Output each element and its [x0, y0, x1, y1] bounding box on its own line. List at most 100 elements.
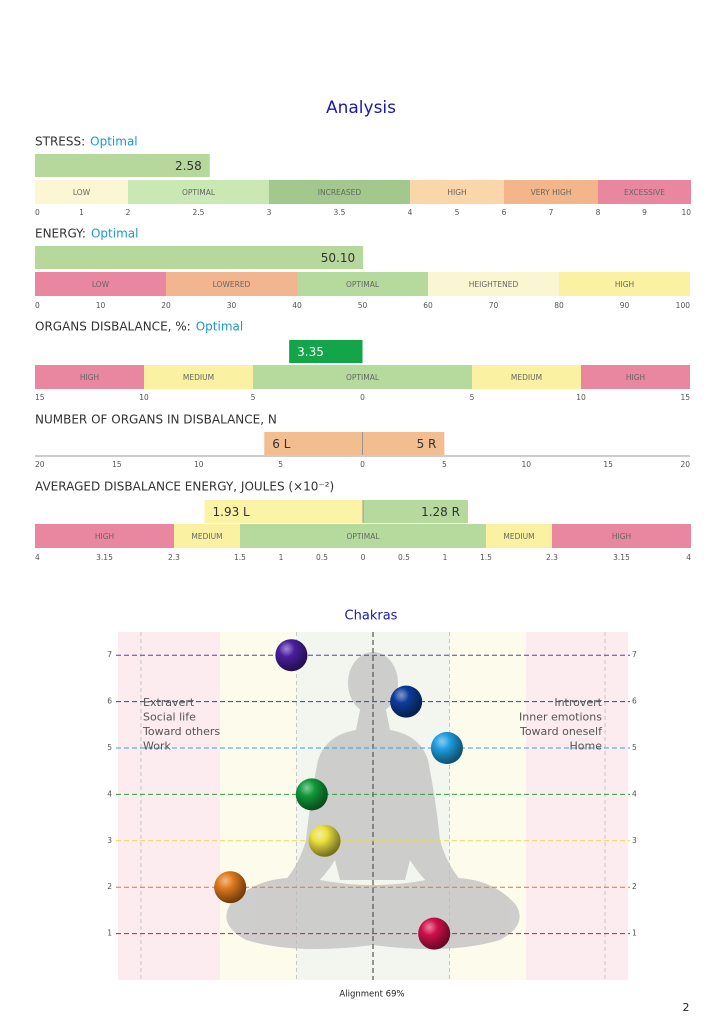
- page-number: 2: [683, 1001, 690, 1014]
- zone: [144, 365, 253, 389]
- tick-label: 5: [455, 208, 460, 217]
- section-status: Optimal: [91, 227, 138, 241]
- y-tick-label-right: 3: [632, 836, 637, 845]
- zone: [35, 180, 128, 204]
- zone: [559, 272, 690, 296]
- tick-label: 0: [35, 208, 40, 217]
- tick-label: 15: [35, 393, 45, 402]
- zone: [174, 524, 240, 548]
- tick-label: 5: [470, 393, 475, 402]
- tick-label: 3.5: [334, 208, 346, 217]
- tick-label: 2.3: [168, 553, 180, 562]
- zone: [486, 524, 552, 548]
- tick-label: 4: [686, 553, 691, 562]
- tick-label: 1.5: [234, 553, 246, 562]
- tick-label: 90: [620, 301, 630, 310]
- left-note: Social life: [143, 711, 196, 724]
- tick-label: 1: [279, 553, 284, 562]
- y-tick-label: 7: [107, 650, 112, 659]
- tick-label: 8: [596, 208, 601, 217]
- zone-label: OPTIMAL: [346, 280, 380, 289]
- zone-label: HIGH: [447, 188, 466, 197]
- tick-label: 1: [443, 553, 448, 562]
- zone-label: HIGH: [612, 532, 631, 541]
- chart-title: Chakras: [345, 609, 398, 624]
- tick-label: 15: [680, 393, 690, 402]
- zone: [297, 272, 428, 296]
- bar-label: 1.28 R: [421, 505, 460, 519]
- zone-label: VERY HIGH: [531, 188, 572, 197]
- zone-label: HIGH: [615, 280, 634, 289]
- page-title: Analysis: [326, 98, 396, 118]
- bar-label: 5 R: [417, 437, 437, 451]
- zone-label: MEDIUM: [503, 532, 534, 541]
- tick-label: 15: [112, 460, 122, 469]
- chakra-shade: [308, 824, 341, 857]
- tick-label: 0.5: [316, 553, 328, 562]
- y-tick-label: 6: [107, 697, 112, 706]
- tick-label: 10: [681, 208, 691, 217]
- bar: [204, 500, 363, 523]
- zone-label: HIGH: [80, 373, 99, 382]
- right-note: Toward oneself: [519, 725, 603, 738]
- tick-label: 0: [35, 301, 40, 310]
- tick-label: 10: [139, 393, 149, 402]
- zone: [428, 272, 559, 296]
- left-note: Toward others: [142, 725, 220, 738]
- bar: [35, 154, 210, 177]
- section-label: ORGANS DISBALANCE, %:: [35, 320, 191, 334]
- y-tick-label-right: 4: [632, 789, 637, 798]
- zone-label: HIGH: [95, 532, 114, 541]
- right-note: Home: [570, 740, 603, 753]
- tick-label: 10: [194, 460, 204, 469]
- tick-label: 3.15: [96, 553, 113, 562]
- tick-label: 2.5: [193, 208, 205, 217]
- chakra-shade: [390, 685, 423, 718]
- chakra-shade: [430, 732, 463, 764]
- zone: [269, 180, 410, 204]
- tick-label: 10: [576, 393, 586, 402]
- zone: [35, 524, 174, 548]
- bar-label: 2.58: [175, 159, 202, 173]
- zone: [35, 272, 166, 296]
- section-status: Optimal: [196, 320, 243, 334]
- zone: [35, 365, 144, 389]
- tick-label: 10: [96, 301, 106, 310]
- y-tick-label: 2: [107, 882, 112, 891]
- zone: [410, 180, 504, 204]
- tick-label: 70: [489, 301, 499, 310]
- tick-label: 20: [161, 301, 171, 310]
- zone: [472, 365, 581, 389]
- tick-label: 4: [35, 553, 40, 562]
- tick-label: 2: [126, 208, 131, 217]
- y-tick-label-right: 2: [632, 882, 637, 891]
- section-label: ENERGY:: [35, 227, 86, 241]
- chakra-shade: [418, 917, 451, 950]
- tick-label: 30: [227, 301, 237, 310]
- zone: [240, 524, 486, 548]
- tick-label: 0.5: [398, 553, 410, 562]
- zone-label: INCREASED: [318, 188, 362, 197]
- bar: [289, 340, 363, 363]
- section-status: Optimal: [90, 135, 137, 149]
- left-note: Work: [143, 740, 171, 753]
- zone: [598, 180, 691, 204]
- zone: [253, 365, 472, 389]
- zone-label: OPTIMAL: [347, 532, 381, 541]
- section-label: STRESS:: [35, 135, 85, 149]
- tick-label: 40: [292, 301, 302, 310]
- tick-label: 20: [680, 460, 690, 469]
- tick-label: 2.3: [546, 553, 558, 562]
- tick-label: 60: [423, 301, 433, 310]
- tick-label: 0: [361, 553, 366, 562]
- y-tick-label: 4: [107, 789, 112, 798]
- y-tick-label-right: 1: [632, 929, 637, 938]
- zone-label: EXCESSIVE: [624, 188, 665, 197]
- tick-label: 10: [521, 460, 531, 469]
- y-tick-label: 3: [107, 836, 112, 845]
- chakra-shade: [275, 639, 308, 672]
- zone: [128, 180, 269, 204]
- tick-label: 20: [35, 460, 45, 469]
- bar: [362, 432, 445, 455]
- tick-label: 0: [360, 393, 365, 402]
